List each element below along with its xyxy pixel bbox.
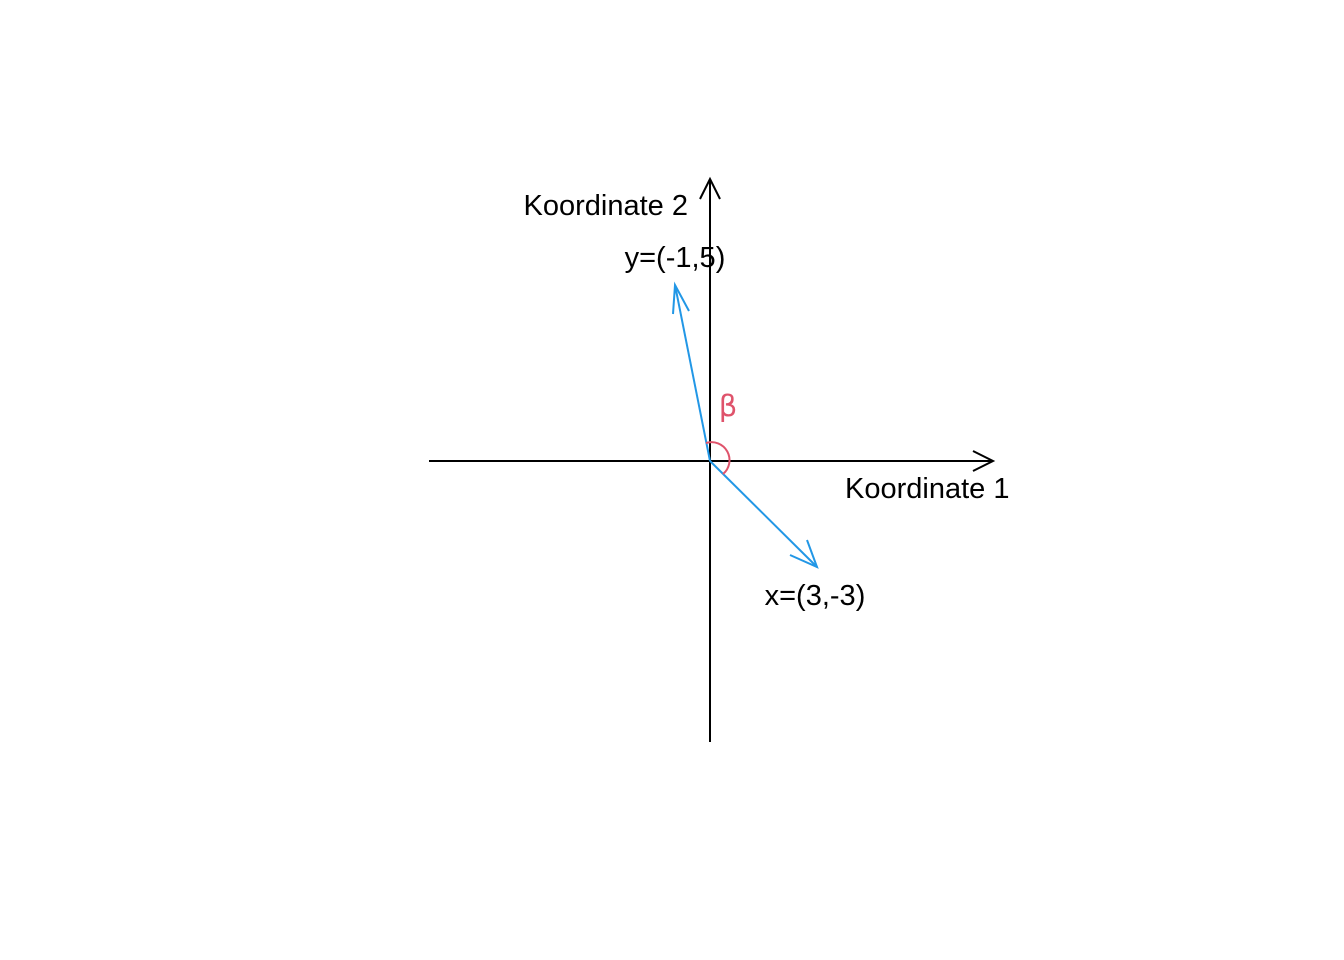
axis-horizontal-arrowhead xyxy=(972,450,996,472)
axis-horizontal-label: Koordinate 1 xyxy=(845,473,1009,505)
vector-y-label: y=(-1,5) xyxy=(625,242,726,274)
vector-y-arrowhead xyxy=(672,281,690,315)
vector-x-label: x=(3,-3) xyxy=(765,580,866,612)
axis-vertical-label: Koordinate 2 xyxy=(524,190,688,222)
vector-y-shaft xyxy=(674,284,711,462)
axis-vertical-arrowhead xyxy=(699,176,721,200)
vector-x-arrowhead xyxy=(789,539,819,569)
angle-label: β xyxy=(719,389,738,423)
vector-y xyxy=(672,281,711,462)
vector-x-shaft xyxy=(709,460,818,568)
angle-arc xyxy=(705,441,731,475)
vector-x xyxy=(709,460,819,569)
